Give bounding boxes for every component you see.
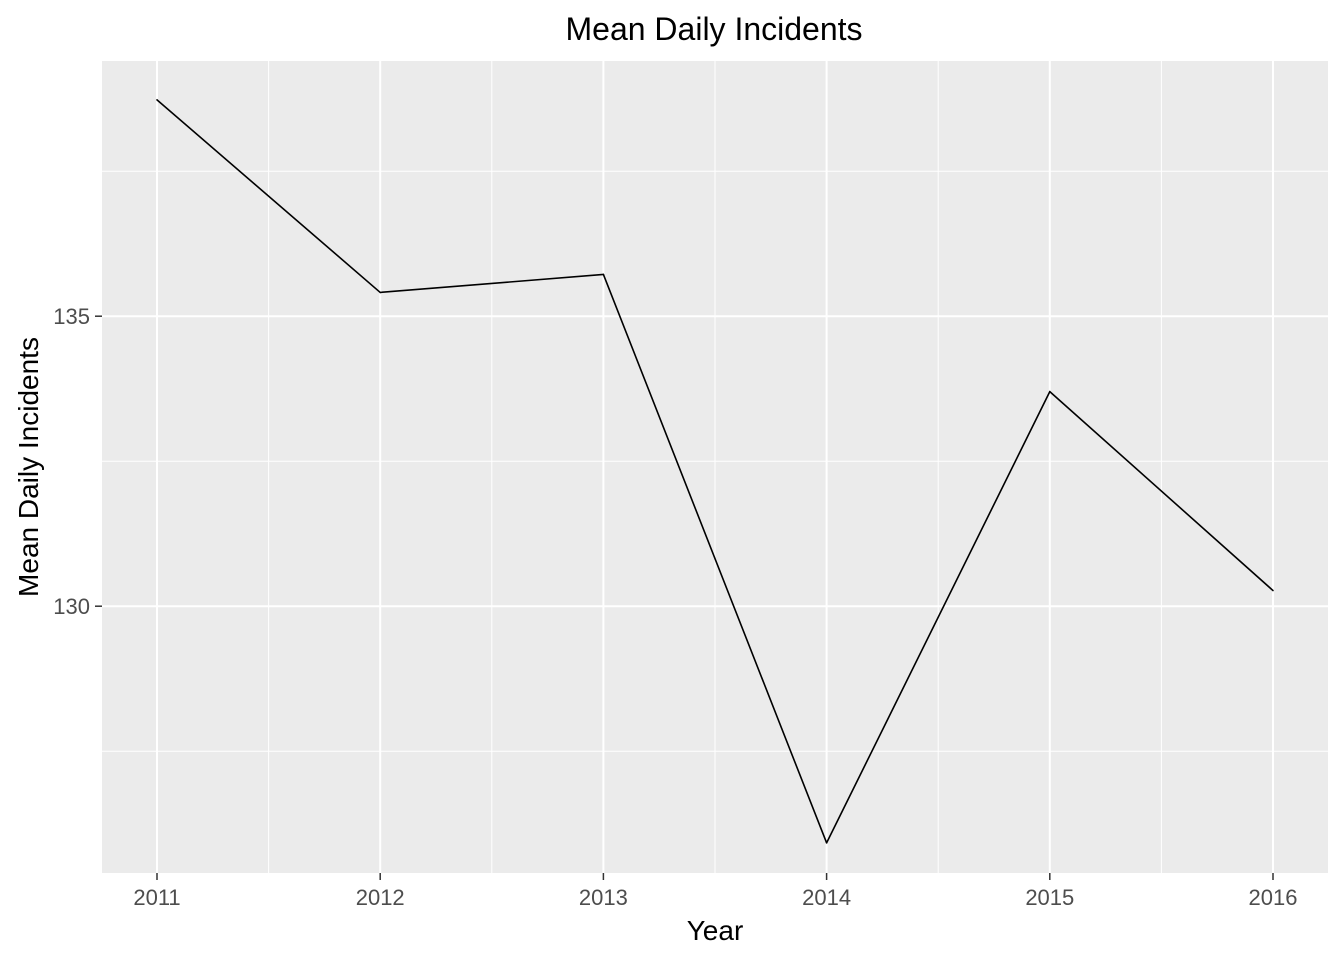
- series-layer: [156, 99, 1274, 844]
- data-point: [379, 291, 382, 294]
- chart-title: Mean Daily Incidents: [565, 11, 862, 47]
- x-tick-label: 2015: [1025, 885, 1074, 910]
- y-axis: 130 135: [53, 304, 102, 619]
- data-point: [602, 273, 605, 276]
- x-axis-title: Year: [687, 915, 744, 946]
- y-axis-title: Mean Daily Incidents: [13, 337, 44, 597]
- x-tick-label: 2011: [133, 885, 180, 910]
- series-line: [156, 99, 1274, 844]
- x-tick-label: 2014: [802, 885, 851, 910]
- major-gridlines: [102, 61, 1328, 873]
- x-tick-label: 2012: [356, 885, 405, 910]
- data-point: [825, 842, 828, 844]
- x-tick-label: 2013: [579, 885, 628, 910]
- x-axis: 2011 2012 2013 2014 2015 2016: [133, 873, 1297, 910]
- y-tick-label: 130: [53, 594, 90, 619]
- data-point: [1049, 390, 1051, 393]
- y-tick-label: 135: [53, 304, 90, 329]
- data-point: [156, 99, 158, 101]
- x-tick-label: 2016: [1249, 885, 1298, 910]
- data-point: [1272, 589, 1274, 592]
